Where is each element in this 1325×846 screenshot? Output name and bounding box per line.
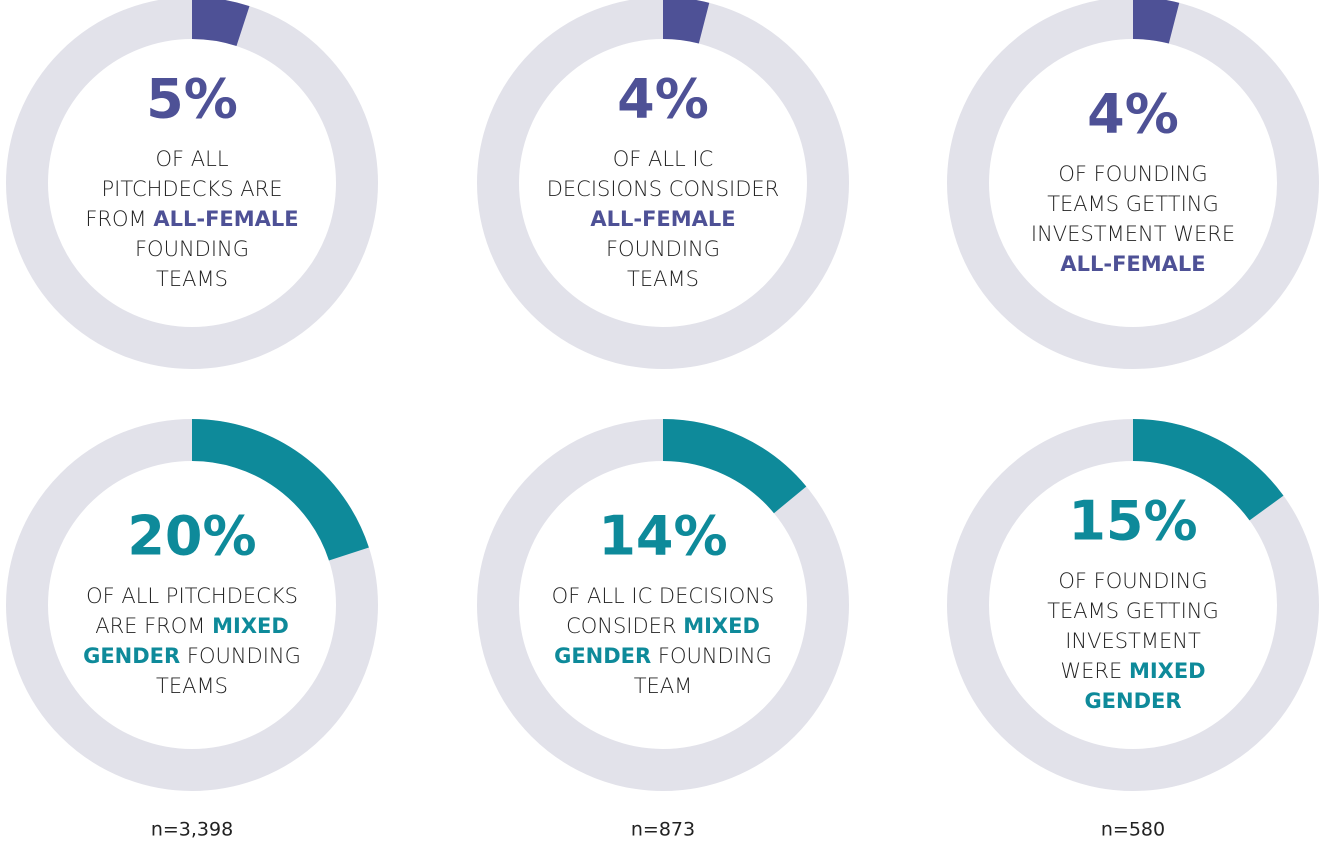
caption-text: FOUNDING [606, 237, 720, 261]
caption-text: INVESTMENT [1065, 629, 1201, 653]
caption-line: ALL-FEMALE [1060, 252, 1205, 276]
caption-line: OF ALL [155, 147, 228, 171]
caption-text: PITCHDECKS ARE [101, 177, 282, 201]
donut-arc [1132, 419, 1284, 521]
percent-label: 4% [617, 68, 709, 131]
caption-text: ALL-FEMALE [1060, 252, 1205, 276]
caption-text: FROM [85, 207, 153, 231]
caption-line: OF FOUNDING [1058, 569, 1207, 593]
percent-label: 5% [146, 68, 238, 131]
sample-size: n=3,398 [151, 819, 233, 841]
caption-text: TEAMS [627, 267, 699, 291]
caption-text: FOUNDING [180, 644, 301, 668]
percent-label: 4% [1087, 83, 1179, 146]
caption-line: OF ALL IC [613, 147, 714, 171]
caption-text: INVESTMENT WERE [1031, 222, 1235, 246]
caption-text: WERE [1060, 659, 1129, 683]
caption-line: WERE MIXED [1060, 659, 1205, 683]
caption-line: GENDER FOUNDING [554, 644, 772, 668]
caption-line: TEAM [634, 674, 693, 698]
caption-line: FOUNDING [606, 237, 720, 261]
caption-text: OF FOUNDING [1058, 162, 1207, 186]
caption-line: GENDER FOUNDING [83, 644, 301, 668]
donut-arc [191, 0, 250, 47]
donut-arc [662, 0, 710, 44]
caption-text: CONSIDER [566, 614, 683, 638]
caption-text: FOUNDING [651, 644, 772, 668]
caption-line: TEAMS [627, 267, 699, 291]
caption-text: TEAMS GETTING [1047, 599, 1219, 623]
sample-size: n=580 [1101, 819, 1165, 841]
caption-line: TEAMS [156, 267, 228, 291]
donut-arc [662, 419, 807, 514]
caption-line: FOUNDING [135, 237, 249, 261]
caption-text: GENDER [1084, 689, 1181, 713]
caption-text: TEAMS GETTING [1047, 192, 1219, 216]
caption-text: OF ALL [155, 147, 228, 171]
caption-text: MIXED [1129, 659, 1206, 683]
caption-line: DECISIONS CONSIDER [547, 177, 780, 201]
caption-line: OF ALL PITCHDECKS [86, 584, 298, 608]
caption-text: OF ALL PITCHDECKS [86, 584, 298, 608]
caption-text: OF ALL IC [613, 147, 714, 171]
caption-line: OF FOUNDING [1058, 162, 1207, 186]
caption-text: ALL-FEMALE [590, 207, 735, 231]
donut-arc [191, 419, 369, 561]
caption-text: TEAMS [156, 267, 228, 291]
caption-text: TEAMS [156, 674, 228, 698]
caption-text: GENDER [83, 644, 180, 668]
caption-text: OF FOUNDING [1058, 569, 1207, 593]
caption-text: OF ALL IC DECISIONS [552, 584, 775, 608]
caption-line: ALL-FEMALE [590, 207, 735, 231]
caption-line: TEAMS GETTING [1047, 599, 1219, 623]
caption-line: ARE FROM MIXED [95, 614, 289, 638]
caption-text: DECISIONS CONSIDER [547, 177, 780, 201]
caption-text: MIXED [683, 614, 760, 638]
caption-line: CONSIDER MIXED [566, 614, 760, 638]
caption-line: GENDER [1084, 689, 1181, 713]
caption-line: TEAMS GETTING [1047, 192, 1219, 216]
caption-line: PITCHDECKS ARE [101, 177, 282, 201]
caption-line: FROM ALL-FEMALE [85, 207, 298, 231]
caption-text: TEAM [634, 674, 693, 698]
sample-size: n=873 [631, 819, 695, 841]
caption-line: INVESTMENT [1065, 629, 1201, 653]
caption-text: GENDER [554, 644, 651, 668]
caption-line: TEAMS [156, 674, 228, 698]
caption-text: ALL-FEMALE [153, 207, 298, 231]
caption-text: MIXED [212, 614, 289, 638]
percent-label: 15% [1068, 490, 1197, 553]
caption-line: INVESTMENT WERE [1031, 222, 1235, 246]
donut-arc [1132, 0, 1180, 44]
caption-text: ARE FROM [95, 614, 212, 638]
caption-line: OF ALL IC DECISIONS [552, 584, 775, 608]
caption-text: FOUNDING [135, 237, 249, 261]
percent-label: 20% [127, 505, 256, 568]
percent-label: 14% [598, 505, 727, 568]
